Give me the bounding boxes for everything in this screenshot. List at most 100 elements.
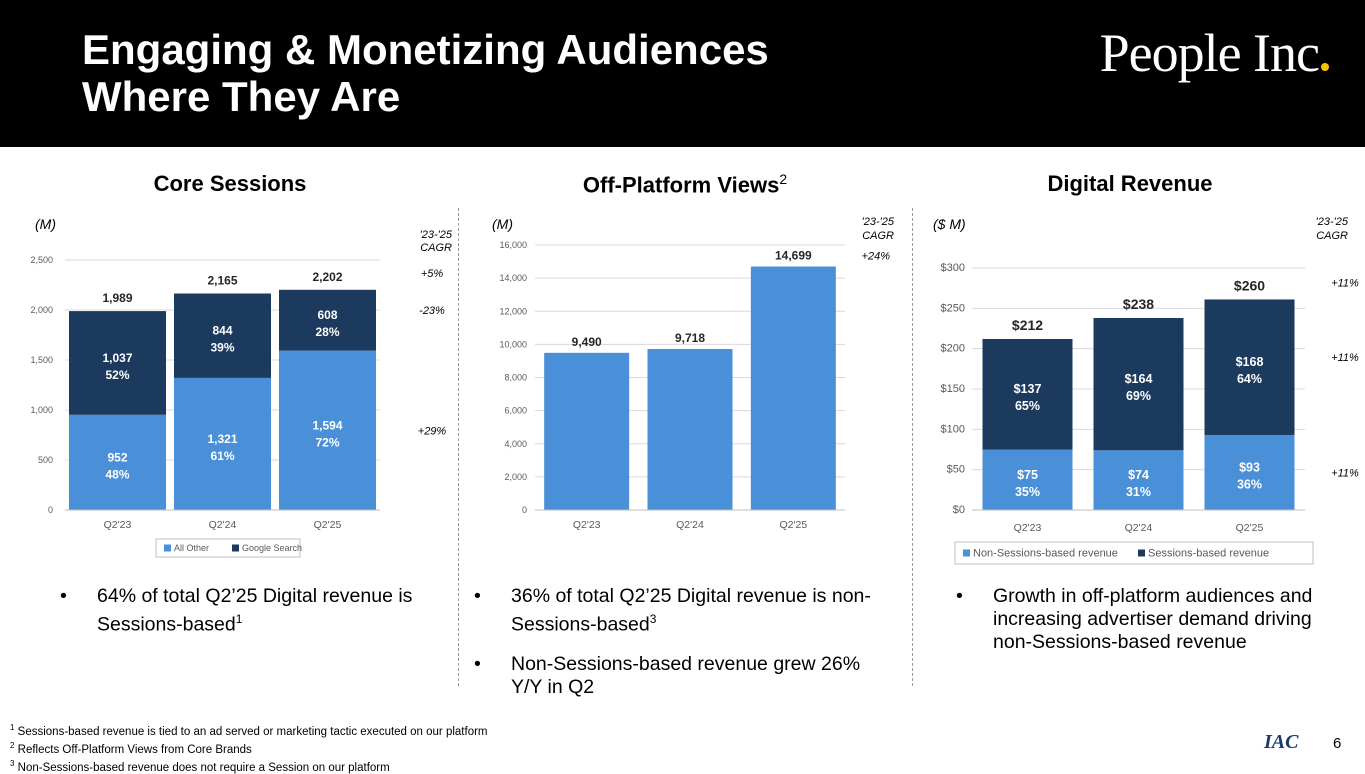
pct-label: 52% [105, 368, 129, 382]
off-platform-title-sup: 2 [779, 171, 788, 187]
total-label: 1,989 [102, 291, 132, 305]
unit-label: ($ M) [933, 216, 966, 232]
digital-revenue-chart: $0 $50 $100 $150 $200 $250 $300 ($ M) '23-'25 CAG… [933, 216, 1359, 565]
bar-segment-sessions-based-revenue [982, 338, 1073, 450]
cagr-value: +5% [421, 268, 444, 280]
y-tick-label: 0 [48, 505, 53, 515]
cagr-header: '23-'25 [862, 216, 895, 228]
bar-segment-all-other [279, 350, 376, 510]
data-label: 9,718 [675, 331, 705, 345]
title-line-2: Where They Are [82, 73, 401, 120]
pct-label: 64% [1237, 372, 1262, 386]
y-tick-label: 0 [522, 505, 527, 515]
bullet-text: 64% of total Q2’25 Digital revenue is Se… [97, 585, 413, 636]
bullet-item: Growth in off-platform audiences and inc… [956, 585, 1351, 654]
total-label: 2,165 [207, 274, 237, 288]
footnote-3: 3 Non-Sessions-based revenue does not re… [10, 757, 488, 774]
y-tick-label: 2,000 [504, 472, 527, 482]
title-line-1: Engaging & Monetizing Audiences [82, 26, 769, 73]
cagr-header: '23-'25 [1316, 216, 1349, 228]
legend-swatch [164, 544, 171, 552]
footnote-text: Reflects Off-Platform Views from Core Br… [17, 743, 252, 756]
bar-segment-all-other [174, 377, 271, 510]
x-tick-label: Q2'25 [779, 519, 807, 531]
bar-segment-google-search [174, 293, 271, 378]
data-label: $168 [1236, 355, 1264, 369]
footnote-text: Non-Sessions-based revenue does not requ… [17, 761, 390, 774]
iac-logo: IAC [1264, 731, 1299, 753]
footnote-num: 3 [10, 758, 15, 768]
people-inc-logo: People Inc [1100, 22, 1329, 84]
x-tick-label: Q2'24 [676, 519, 704, 531]
bar-segment-non-sessions-based-revenue [1093, 450, 1184, 510]
pct-label: 39% [210, 341, 234, 355]
y-tick-label: 1,000 [30, 405, 53, 415]
x-tick-label: Q2'24 [209, 519, 237, 531]
bar-segment-google-search [69, 311, 166, 415]
bar-segment-all-other [69, 414, 166, 510]
legend-swatch [1138, 549, 1145, 557]
off-platform-title-text: Off-Platform Views [582, 172, 780, 198]
data-label: 1,037 [102, 351, 132, 365]
footnote-num: 2 [10, 740, 15, 750]
data-label: $93 [1239, 460, 1260, 474]
y-tick-label: $50 [947, 464, 965, 476]
bar-segment-non-sessions-based-revenue [982, 449, 1073, 510]
legend-swatch [232, 544, 239, 552]
bar-segment-sessions-based-revenue [1093, 318, 1184, 451]
footnote-text: Sessions-based revenue is tied to an ad … [17, 725, 488, 738]
header-bar: Engaging & Monetizing Audiences Where Th… [0, 0, 1365, 147]
total-label: $238 [1123, 296, 1154, 312]
data-label: 14,699 [775, 249, 812, 263]
bullet-item: 36% of total Q2’25 Digital revenue is no… [474, 585, 894, 637]
footnote-2: 2 Reflects Off-Platform Views from Core … [10, 739, 488, 757]
cagr-value: +29% [418, 425, 447, 437]
data-label: 608 [317, 308, 337, 322]
y-tick-label: 16,000 [499, 240, 527, 250]
pct-label: 69% [1126, 389, 1151, 403]
y-tick-label: 1,500 [30, 355, 53, 365]
bullet-text: Growth in off-platform audiences and inc… [993, 585, 1313, 653]
pct-label: 35% [1015, 485, 1040, 499]
legend-label: Non-Sessions-based revenue [973, 548, 1118, 560]
logo-dot [1321, 63, 1329, 71]
page-title: Engaging & Monetizing Audiences Where Th… [82, 26, 769, 120]
pct-label: 31% [1126, 485, 1151, 499]
y-tick-label: $250 [941, 302, 965, 314]
cagr-value: +11% [1331, 467, 1359, 479]
y-tick-label: $200 [941, 343, 965, 355]
y-tick-label: $300 [941, 262, 965, 274]
total-label: 2,202 [312, 270, 342, 284]
bar [750, 266, 836, 510]
bar [647, 349, 733, 510]
bullets-col3: Growth in off-platform audiences and inc… [956, 585, 1351, 670]
legend-label: Google Search [242, 543, 302, 553]
bullet-item: Non-Sessions-based revenue grew 26% Y/Y … [474, 653, 894, 699]
total-label: $212 [1012, 317, 1043, 333]
y-tick-label: 2,000 [30, 305, 53, 315]
bullets-col2: 36% of total Q2’25 Digital revenue is no… [474, 585, 894, 715]
footnotes: 1 Sessions-based revenue is tied to an a… [10, 721, 488, 774]
data-label: $164 [1125, 372, 1153, 386]
core-sessions-title: Core Sessions [153, 171, 307, 196]
pct-label: 65% [1015, 399, 1040, 413]
bullet-text: Non-Sessions-based revenue grew 26% Y/Y … [511, 652, 861, 698]
page-number: 6 [1333, 735, 1342, 752]
column-divider-2 [912, 208, 913, 686]
data-label: $75 [1017, 468, 1038, 482]
y-tick-label: 2,500 [30, 255, 53, 265]
data-label: $74 [1128, 468, 1149, 482]
cagr-value: -23% [419, 305, 445, 317]
legend-box [155, 538, 301, 558]
bar [544, 352, 630, 510]
off-platform-title: Off-Platform Views2 [535, 171, 835, 198]
logo-text: People Inc [1099, 23, 1320, 83]
y-tick-label: $150 [941, 383, 965, 395]
data-label: $137 [1014, 382, 1042, 396]
data-label: 1,321 [207, 432, 237, 446]
unit-label: (M) [492, 216, 513, 232]
y-tick-label: 4,000 [504, 439, 527, 449]
y-tick-label: 10,000 [499, 339, 527, 349]
x-tick-label: Q2'23 [573, 519, 601, 531]
